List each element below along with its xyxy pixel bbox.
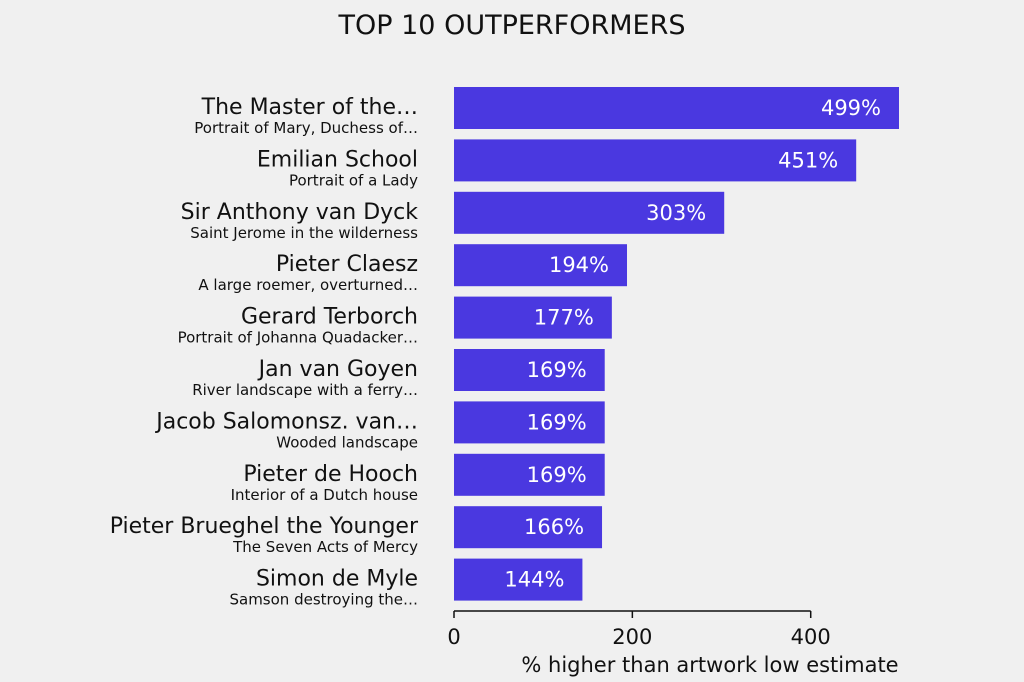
bar-value-label: 169% (527, 410, 587, 434)
bar-value-label: 166% (524, 515, 584, 539)
category-artwork-label: A large roemer, overturned… (198, 276, 418, 294)
category-artwork-label: River landscape with a ferry… (192, 381, 418, 399)
x-axis-label: % higher than artwork low estimate (521, 653, 898, 677)
category-artwork-label: Portrait of a Lady (289, 171, 418, 189)
category-artist-label: Emilian School (257, 147, 418, 172)
bar (454, 453, 605, 496)
x-tick-label: 0 (447, 625, 460, 649)
bar-value-label: 169% (527, 463, 587, 487)
category-artist-label: Sir Anthony van Dyck (181, 200, 419, 225)
bar-value-label: 194% (549, 253, 609, 277)
bar-value-label: 144% (504, 568, 564, 592)
category-artwork-label: Portrait of Johanna Quadacker… (178, 329, 418, 347)
category-artwork-label: Portrait of Mary, Duchess of… (194, 119, 418, 137)
category-artwork-label: Samson destroying the… (229, 591, 418, 609)
bar-value-label: 169% (527, 358, 587, 382)
bars-group: 499% The Master of the…Portrait of Mary, … (110, 87, 899, 609)
category-artwork-label: Interior of a Dutch house (231, 486, 418, 504)
category-artist-label: Simon de Myle (256, 567, 418, 592)
category-artwork-label: Saint Jerome in the wilderness (190, 224, 418, 242)
category-artist-label: Gerard Terborch (241, 305, 418, 330)
bar (454, 558, 583, 601)
category-artist-label: Pieter de Hooch (243, 462, 418, 487)
category-artwork-label: Wooded landscape (276, 433, 418, 451)
bar (454, 244, 628, 287)
x-axis: 0 200 400 (447, 610, 831, 649)
bar-value-label: 303% (646, 201, 706, 225)
bar (454, 296, 612, 339)
x-tick-label: 400 (791, 625, 831, 649)
bar (454, 191, 725, 234)
bar (454, 139, 857, 182)
category-artist-label: Pieter Brueghel the Younger (110, 514, 419, 539)
bar (454, 506, 603, 549)
bar-value-label: 451% (778, 148, 838, 172)
x-tick-label: 200 (612, 625, 652, 649)
bar (454, 87, 899, 129)
category-artist-label: Jan van Goyen (257, 357, 418, 382)
category-artist-label: Jacob Salomonsz. van… (154, 409, 418, 434)
category-artist-label: Pieter Claesz (276, 252, 418, 277)
category-artwork-label: The Seven Acts of Mercy (232, 538, 418, 556)
bar (454, 401, 605, 444)
chart-title: TOP 10 OUTPERFORMERS (338, 10, 686, 41)
bar-value-label: 177% (534, 306, 594, 330)
bar-value-label: 499% (821, 96, 881, 120)
category-artist-label: The Master of the… (201, 95, 418, 120)
bar (454, 349, 605, 391)
